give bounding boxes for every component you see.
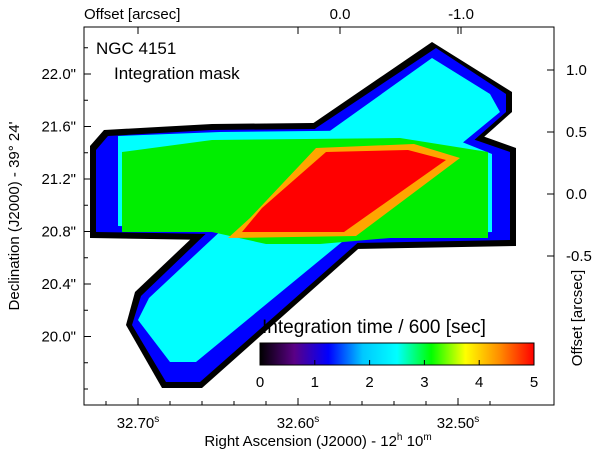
axis-ticks [84,27,554,405]
y-right-tick-label-1: 0.5 [566,124,587,141]
axis-tick-labels: 32.70s 32.60s 32.50s22.0"21.6"21.2"20.8"20… [41,6,591,432]
colorbar-tick-label-1: 1 [311,374,319,391]
annotation-subtitle: Integration mask [114,64,240,83]
colorbar-tick-label-0: 0 [256,374,264,391]
x-bottom-tick-label-0: 32.70s [117,414,160,432]
colorbar-ticks: 0 1 2 3 4 5 [256,360,538,391]
annotation-title: NGC 4151 [96,39,176,58]
colorbar [259,342,535,366]
x-top-tick-label-0: 0.0 [330,6,351,23]
x-bottom-tick-label-2: 32.50s [437,414,480,432]
y-left-tick-label-0: 22.0" [41,66,76,83]
integration-mask [90,42,516,388]
mask-level-5 [242,150,446,232]
y-left-tick-label-3: 20.8" [41,224,76,241]
x-axis-title-top: Offset [arcsec] [84,6,180,23]
colorbar-tick-label-4: 4 [475,374,483,391]
y-right-tick-label-3: -0.5 [566,248,592,265]
x-bottom-tick-label-1: 32.60s [277,414,320,432]
colorbar-title: Integration time / 600 [sec] [262,317,486,338]
y-axis-title-right: Offset [arcsec] [569,270,586,366]
y-right-tick-label-0: 1.0 [566,62,587,79]
y-left-tick-label-5: 20.0" [41,329,76,346]
colorbar-tick-label-5: 5 [530,374,538,391]
colorbar-tick-label-3: 3 [420,374,428,391]
y-right-tick-label-2: 0.0 [566,186,587,203]
colorbar-tick-label-2: 2 [365,374,373,391]
y-left-tick-label-2: 21.2" [41,171,76,188]
plot-frame [83,26,555,406]
x-top-tick-label-1: -1.0 [448,6,474,23]
y-left-tick-label-4: 20.4" [41,276,76,293]
y-axis-title-left: Declination (J2000) - 39° 24' [6,121,23,310]
y-left-tick-label-1: 21.6" [41,119,76,136]
x-axis-title-bottom: Right Ascension (J2000) - 12h 10m [204,432,431,450]
